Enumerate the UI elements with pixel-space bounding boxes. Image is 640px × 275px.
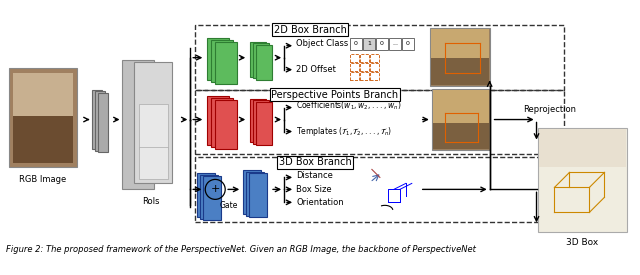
FancyBboxPatch shape xyxy=(204,177,221,220)
Text: RoIs: RoIs xyxy=(143,197,160,206)
FancyBboxPatch shape xyxy=(246,172,264,216)
FancyBboxPatch shape xyxy=(431,58,488,85)
FancyBboxPatch shape xyxy=(402,38,414,50)
Text: 0: 0 xyxy=(380,41,384,46)
FancyBboxPatch shape xyxy=(360,54,369,62)
Text: ...: ... xyxy=(392,41,398,46)
Text: Gate: Gate xyxy=(220,201,238,210)
FancyBboxPatch shape xyxy=(538,128,627,167)
FancyBboxPatch shape xyxy=(376,38,388,50)
FancyBboxPatch shape xyxy=(253,100,269,144)
FancyBboxPatch shape xyxy=(207,96,229,145)
FancyBboxPatch shape xyxy=(389,38,401,50)
FancyBboxPatch shape xyxy=(93,90,102,150)
Text: +: + xyxy=(211,184,220,194)
Text: Perspective Points Branch: Perspective Points Branch xyxy=(271,90,399,100)
Text: 0: 0 xyxy=(406,41,410,46)
Text: Coefficients$(w_1, w_2, ..., w_n)$: Coefficients$(w_1, w_2, ..., w_n)$ xyxy=(296,99,401,112)
FancyBboxPatch shape xyxy=(538,128,627,232)
Text: 1: 1 xyxy=(367,41,371,46)
FancyBboxPatch shape xyxy=(433,123,488,150)
FancyBboxPatch shape xyxy=(350,72,359,80)
FancyBboxPatch shape xyxy=(13,116,72,163)
FancyBboxPatch shape xyxy=(243,170,261,214)
Text: Box Size: Box Size xyxy=(296,185,332,194)
Text: 2D Offset: 2D Offset xyxy=(296,65,336,74)
Text: Figure 2: The proposed framework of the PerspectiveNet. Given an RGB Image, the : Figure 2: The proposed framework of the … xyxy=(6,245,476,254)
FancyBboxPatch shape xyxy=(363,38,375,50)
FancyBboxPatch shape xyxy=(140,147,168,179)
Text: Distance: Distance xyxy=(296,171,333,180)
FancyBboxPatch shape xyxy=(250,42,266,77)
FancyBboxPatch shape xyxy=(99,93,108,152)
FancyBboxPatch shape xyxy=(207,38,229,80)
FancyBboxPatch shape xyxy=(350,54,359,62)
Text: 3D Box: 3D Box xyxy=(566,238,598,247)
FancyBboxPatch shape xyxy=(122,60,154,189)
FancyBboxPatch shape xyxy=(433,90,488,123)
FancyBboxPatch shape xyxy=(211,98,233,147)
Text: 3D Box Branch: 3D Box Branch xyxy=(278,158,351,167)
FancyBboxPatch shape xyxy=(253,43,269,78)
FancyBboxPatch shape xyxy=(249,174,267,217)
Text: RGB Image: RGB Image xyxy=(19,175,66,184)
FancyBboxPatch shape xyxy=(350,63,359,71)
FancyBboxPatch shape xyxy=(250,98,266,142)
FancyBboxPatch shape xyxy=(215,100,237,150)
FancyBboxPatch shape xyxy=(140,104,168,150)
FancyBboxPatch shape xyxy=(360,63,369,71)
FancyBboxPatch shape xyxy=(95,91,106,151)
FancyBboxPatch shape xyxy=(134,62,172,183)
Text: 0: 0 xyxy=(354,41,358,46)
Text: 2D Box Branch: 2D Box Branch xyxy=(273,25,346,35)
FancyBboxPatch shape xyxy=(211,40,233,82)
FancyBboxPatch shape xyxy=(9,68,77,167)
FancyBboxPatch shape xyxy=(432,89,490,150)
FancyBboxPatch shape xyxy=(256,101,272,145)
FancyBboxPatch shape xyxy=(370,63,379,71)
Text: Templates $(\mathcal{T}_1, \mathcal{T}_2, ..., \mathcal{T}_n)$: Templates $(\mathcal{T}_1, \mathcal{T}_2… xyxy=(296,125,392,138)
FancyBboxPatch shape xyxy=(430,28,490,86)
Text: Reprojection: Reprojection xyxy=(523,105,576,114)
FancyBboxPatch shape xyxy=(370,54,379,62)
FancyBboxPatch shape xyxy=(360,72,369,80)
FancyBboxPatch shape xyxy=(13,73,72,117)
FancyBboxPatch shape xyxy=(350,38,362,50)
Text: Orientation: Orientation xyxy=(296,198,344,207)
FancyBboxPatch shape xyxy=(256,45,272,80)
FancyBboxPatch shape xyxy=(197,174,215,217)
FancyBboxPatch shape xyxy=(200,175,218,219)
FancyBboxPatch shape xyxy=(215,42,237,84)
FancyBboxPatch shape xyxy=(370,72,379,80)
Text: Object Class: Object Class xyxy=(296,39,348,48)
FancyBboxPatch shape xyxy=(431,29,488,58)
